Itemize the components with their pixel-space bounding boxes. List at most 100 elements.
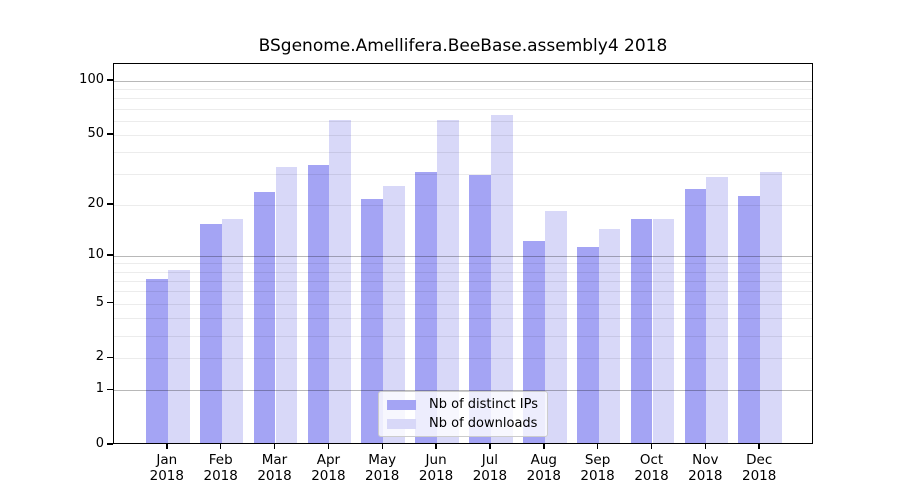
x-label-month: Oct <box>639 452 664 468</box>
x-label-year: 2018 <box>742 468 777 484</box>
x-tick-jun <box>435 444 437 449</box>
y-tick-label-0: 0 <box>95 436 104 451</box>
bar-downloads-jan <box>167 269 190 443</box>
x-tick-mar <box>273 444 276 449</box>
x-label-month: Jun <box>425 452 447 468</box>
x-tick-label-apr: Apr 2018 <box>293 452 363 484</box>
gridline-minor-8 <box>114 271 812 273</box>
legend-item-downloads: Nb of downloads <box>387 416 538 431</box>
y-tick-label-50: 50 <box>87 125 104 141</box>
y-tick-5 <box>107 301 113 304</box>
x-label-month: May <box>368 452 397 468</box>
gridline-minor-2 <box>114 358 812 360</box>
bar-distinct-ips-sep <box>576 246 599 443</box>
x-label-year: 2018 <box>418 468 454 484</box>
x-label-month: Feb <box>208 452 233 468</box>
y-tick-10 <box>107 254 113 256</box>
chart-title: BSgenome.Amellifera.BeeBase.assembly4 20… <box>258 36 668 56</box>
x-tick-dec <box>758 444 760 449</box>
x-label-month: Jul <box>481 452 499 468</box>
y-tick-1 <box>107 388 113 391</box>
x-tick-jul <box>489 444 491 449</box>
bar-distinct-ips-oct <box>630 219 653 443</box>
x-tick-nov <box>704 444 707 449</box>
x-tick-oct <box>650 444 653 449</box>
x-label-month: Nov <box>692 452 719 468</box>
y-tick-20 <box>107 203 113 205</box>
gridline-minor-6 <box>114 291 812 293</box>
legend-item-distinct-ips: Nb of distinct IPs <box>387 397 538 412</box>
gridline-minor-80 <box>114 98 812 100</box>
legend-swatch-downloads <box>387 418 417 429</box>
gridline-minor-40 <box>114 152 812 153</box>
bar-distinct-ips-dec <box>738 195 761 443</box>
x-label-year: 2018 <box>688 468 723 484</box>
bar-downloads-oct <box>652 219 675 443</box>
y-tick-0 <box>107 443 113 445</box>
bar-downloads-jul <box>490 114 513 443</box>
gridline-minor-50 <box>114 134 812 136</box>
x-label-year: 2018 <box>634 468 669 484</box>
x-tick-label-sep: Sep 2018 <box>563 452 633 484</box>
gridline-minor-20 <box>114 204 812 206</box>
x-label-year: 2018 <box>203 468 238 484</box>
x-tick-jan <box>166 444 168 449</box>
bar-downloads-sep <box>598 229 621 443</box>
legend-swatch-distinct-ips <box>387 399 417 410</box>
x-tick-apr <box>327 444 330 449</box>
y-tick-100 <box>107 79 113 81</box>
gridline-minor-3 <box>114 335 812 337</box>
gridline-major-100 <box>114 80 812 82</box>
x-tick-sep <box>596 444 599 449</box>
y-tick-label-100: 100 <box>79 71 104 87</box>
x-tick-label-jun: Jun 2018 <box>401 452 471 484</box>
y-tick-label-5: 5 <box>95 294 104 310</box>
x-label-month: Apr <box>316 452 341 468</box>
x-tick-label-jan: Jan 2018 <box>132 452 202 484</box>
legend-label-downloads: Nb of downloads <box>429 416 538 431</box>
y-tick-label-2: 2 <box>95 349 104 365</box>
bar-downloads-aug <box>544 210 567 443</box>
x-label-month: Sep <box>584 452 611 468</box>
x-label-year: 2018 <box>526 468 561 484</box>
bar-distinct-ips-jul <box>469 174 491 443</box>
x-tick-label-jul: Jul 2018 <box>455 452 525 484</box>
y-tick-2 <box>107 356 113 359</box>
x-tick-label-oct: Oct 2018 <box>617 452 687 484</box>
x-tick-label-may: May 2018 <box>347 452 417 484</box>
bar-downloads-mar <box>275 167 298 443</box>
x-label-year: 2018 <box>365 468 400 484</box>
gridline-minor-90 <box>114 89 812 91</box>
x-label-month: Dec <box>746 452 773 468</box>
x-tick-aug <box>543 444 545 449</box>
x-tick-label-mar: Mar 2018 <box>240 452 310 484</box>
bar-distinct-ips-jan <box>146 278 168 443</box>
bar-downloads-nov <box>706 177 729 443</box>
x-label-month: Aug <box>530 452 557 468</box>
x-label-year: 2018 <box>311 468 346 484</box>
gridline-minor-9 <box>114 263 812 265</box>
legend-label-distinct-ips: Nb of distinct IPs <box>429 397 538 412</box>
x-tick-feb <box>219 444 222 449</box>
gridline-minor-7 <box>114 280 812 282</box>
y-tick-label-20: 20 <box>87 195 104 211</box>
x-label-year: 2018 <box>580 468 615 484</box>
x-tick-may <box>381 444 383 449</box>
bar-downloads-may <box>383 185 405 443</box>
x-tick-label-aug: Aug 2018 <box>509 452 579 484</box>
gridline-minor-60 <box>114 120 812 122</box>
bar-downloads-dec <box>760 172 782 443</box>
x-tick-label-feb: Feb 2018 <box>186 452 256 484</box>
gridline-major-10 <box>114 255 812 257</box>
bar-distinct-ips-mar <box>253 192 276 443</box>
gridline-major-1 <box>114 390 812 392</box>
bar-distinct-ips-nov <box>684 189 707 443</box>
y-tick-label-1: 1 <box>95 381 104 397</box>
x-label-year: 2018 <box>472 468 508 484</box>
y-tick-label-10: 10 <box>87 246 104 262</box>
bar-distinct-ips-feb <box>199 224 222 443</box>
y-tick-50 <box>107 133 113 135</box>
bar-distinct-ips-may <box>361 199 384 443</box>
